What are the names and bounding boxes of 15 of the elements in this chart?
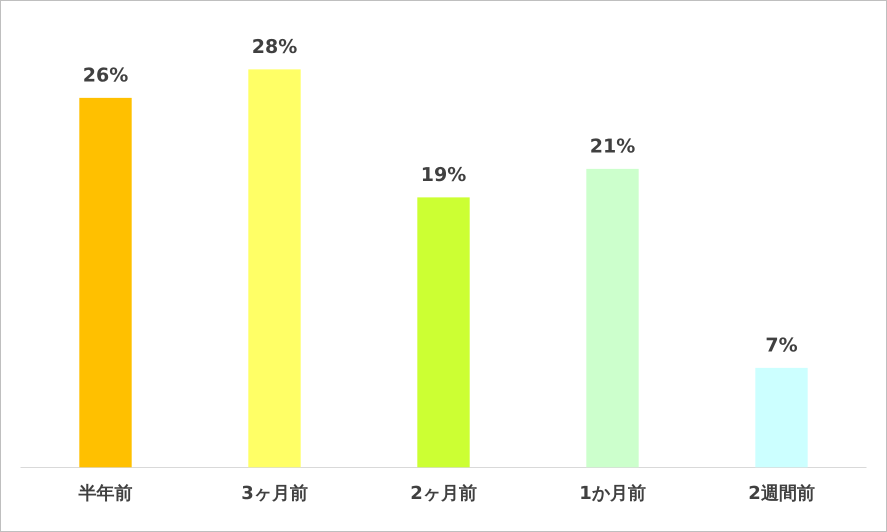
data-label: 26% xyxy=(82,64,128,86)
data-label: 21% xyxy=(590,135,636,158)
data-label: 19% xyxy=(420,164,466,186)
bar xyxy=(586,168,639,468)
data-label: 28% xyxy=(252,36,298,58)
x-tick-label: 2週間前 xyxy=(748,482,815,504)
bar xyxy=(79,98,132,468)
bar xyxy=(417,197,470,468)
x-tick-label: 半年前 xyxy=(78,482,132,504)
bar xyxy=(248,69,301,468)
bar xyxy=(755,368,808,468)
x-tick-label: 3ヶ月前 xyxy=(241,482,308,504)
data-label: 7% xyxy=(765,334,798,356)
x-tick-label: 1か月前 xyxy=(579,482,646,504)
x-tick-label: 2ヶ月前 xyxy=(410,482,477,504)
